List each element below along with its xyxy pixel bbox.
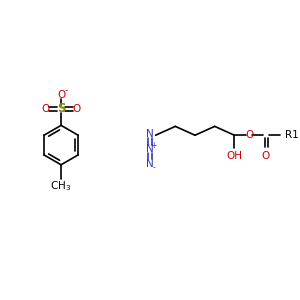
- Text: R1: R1: [285, 130, 298, 140]
- Text: O: O: [57, 90, 65, 100]
- Text: CH$_3$: CH$_3$: [50, 179, 72, 193]
- Text: O: O: [41, 103, 50, 114]
- Text: O: O: [262, 151, 270, 161]
- Text: S: S: [57, 102, 65, 115]
- Text: OH: OH: [226, 151, 242, 161]
- Text: O: O: [245, 130, 253, 140]
- Text: N: N: [146, 129, 154, 139]
- Text: N: N: [146, 159, 154, 169]
- Text: O: O: [73, 103, 81, 114]
- Text: -: -: [152, 163, 155, 172]
- Text: N: N: [146, 144, 154, 154]
- Text: +: +: [151, 141, 157, 150]
- Text: -: -: [64, 86, 68, 95]
